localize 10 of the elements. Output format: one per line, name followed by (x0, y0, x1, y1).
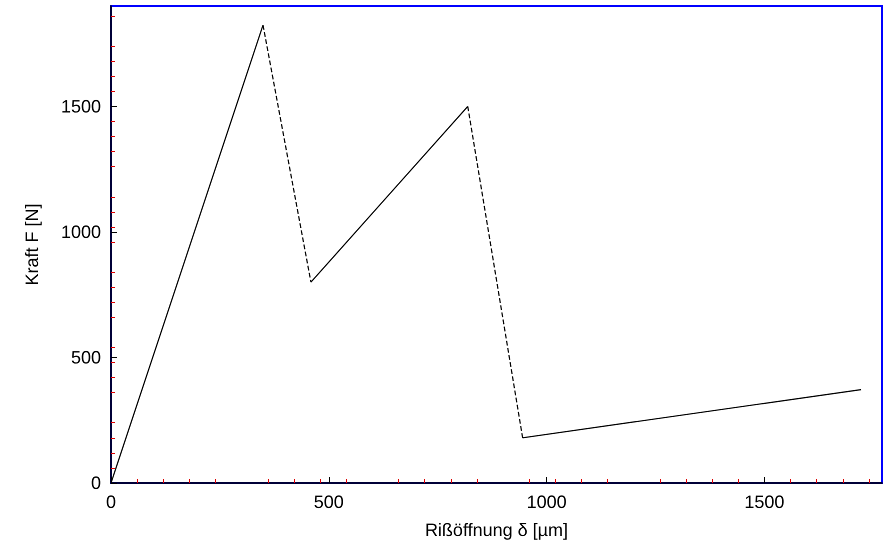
y-tick-label: 0 (90, 473, 101, 493)
y-tick-label: 1000 (60, 222, 101, 242)
y-axis-title: Kraft F [N] (22, 203, 42, 286)
x-axis-title: Rißöffnung δ [µm] (424, 520, 568, 540)
x-tick-label: 500 (314, 492, 344, 512)
x-tick-label: 1500 (744, 492, 784, 512)
y-tick-label: 500 (70, 347, 101, 368)
y-tick-label: 1500 (60, 96, 101, 116)
x-tick-label: 0 (106, 492, 116, 512)
x-tick-label: 1000 (526, 492, 567, 512)
